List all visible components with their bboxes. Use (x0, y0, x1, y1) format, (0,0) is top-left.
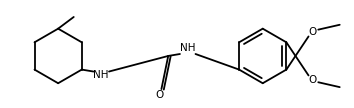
Text: NH: NH (93, 70, 109, 80)
Text: O: O (155, 90, 164, 100)
Text: O: O (308, 75, 316, 85)
Text: O: O (308, 27, 316, 37)
Text: NH: NH (180, 43, 195, 53)
